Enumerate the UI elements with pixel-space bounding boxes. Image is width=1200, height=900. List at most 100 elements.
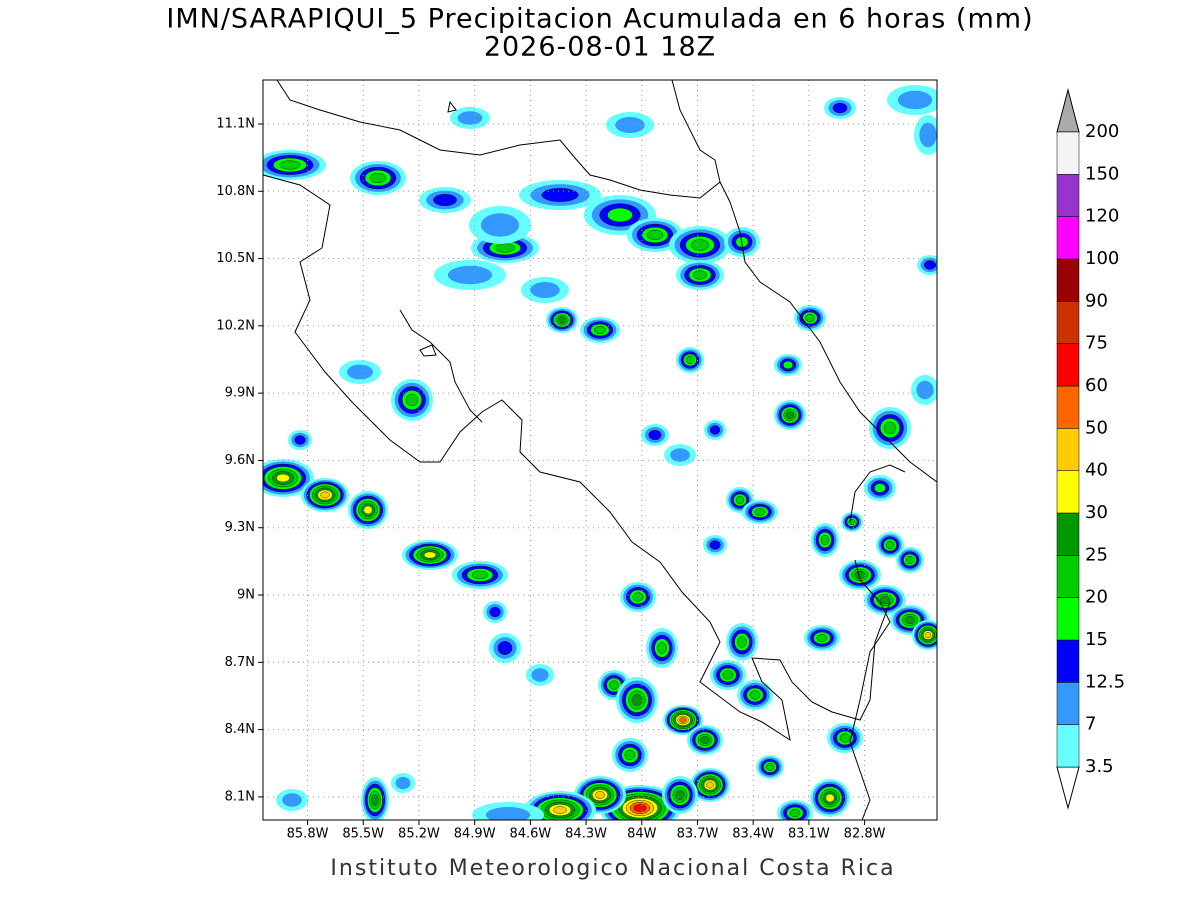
precip-area — [848, 518, 856, 526]
precip-area — [531, 668, 549, 682]
precip-area — [471, 570, 489, 580]
colorbar-label: 7 — [1085, 714, 1096, 735]
colorbar-label: 90 — [1085, 290, 1108, 311]
precip-area — [765, 763, 775, 771]
precip-area — [632, 592, 644, 602]
precip-area — [905, 556, 915, 564]
colorbar-segment — [1056, 216, 1080, 260]
border — [849, 464, 906, 820]
precip-area — [692, 270, 708, 280]
precip-area — [423, 551, 437, 559]
precip-area — [553, 806, 567, 814]
precip-area — [675, 790, 685, 800]
coastlines — [263, 80, 937, 820]
precip-area — [276, 473, 290, 483]
y-tick-label: 9.3N — [225, 520, 255, 535]
precip-area — [832, 102, 848, 114]
colorbar-segment — [1056, 470, 1080, 514]
colorbar-over — [1056, 88, 1080, 133]
colorbar-segment — [1056, 682, 1080, 725]
x-tick-label: 85.2W — [398, 827, 440, 842]
precip-area — [363, 505, 373, 515]
precip-area — [495, 243, 515, 253]
precip-area — [816, 634, 828, 642]
precip-area — [557, 316, 567, 324]
x-tick-label: 83.7W — [677, 827, 719, 842]
precip-area — [609, 680, 619, 690]
precip-area — [631, 694, 643, 706]
colorbar-segment — [1056, 301, 1080, 344]
precip-area — [897, 90, 933, 110]
precip-area — [480, 213, 520, 237]
y-tick-label: 9N — [237, 588, 255, 603]
precip-area — [279, 160, 301, 170]
y-tick-label: 10.8N — [216, 184, 255, 199]
precip-area — [530, 282, 560, 298]
colorbar-label: 75 — [1085, 333, 1108, 354]
colorbar-segment — [1056, 343, 1080, 387]
precip-area — [879, 596, 891, 604]
colorbar-label: 25 — [1085, 544, 1108, 565]
precip-area — [700, 736, 710, 744]
precip-area — [447, 265, 493, 285]
precip-area — [754, 508, 766, 516]
precip-area — [371, 794, 379, 806]
colorbar-segment — [1056, 512, 1080, 556]
precip-area — [624, 749, 636, 761]
map-frame — [262, 79, 938, 821]
precip-area — [782, 360, 794, 370]
precip-area — [785, 411, 795, 419]
x-tick-label: 84.3W — [565, 827, 607, 842]
coastline — [399, 100, 483, 423]
precip-area — [825, 793, 835, 803]
colorbar-segment — [1056, 639, 1080, 683]
colorbar-segment — [1056, 385, 1080, 429]
precip-area — [690, 239, 710, 251]
precip-area — [722, 670, 734, 680]
colorbar-label: 50 — [1085, 417, 1108, 438]
precip-area — [679, 717, 687, 723]
title: IMN/SARAPIQUI_5 Precipitacion Acumulada … — [166, 4, 1033, 35]
precip-area — [709, 540, 721, 550]
precip-area — [706, 781, 714, 789]
colorbar-label: 100 — [1085, 248, 1119, 269]
precip-area — [320, 491, 330, 499]
precip-area — [789, 809, 801, 817]
colorbar-segment — [1056, 174, 1080, 217]
precip-area — [433, 194, 457, 206]
y-tick-label: 8.4N — [225, 722, 255, 737]
precip-area — [541, 188, 579, 202]
colorbar-segment — [1056, 428, 1080, 471]
precip-field — [263, 85, 937, 820]
precip-area — [395, 776, 411, 790]
precip-area — [633, 804, 647, 812]
colorbar-label: 40 — [1085, 460, 1108, 481]
colorbar-label: 60 — [1085, 375, 1108, 396]
precip-area — [854, 571, 866, 579]
colorbar-label: 200 — [1085, 121, 1119, 142]
x-tick-label: 82.8W — [844, 827, 886, 842]
coastline — [719, 181, 937, 483]
precip-area — [916, 380, 934, 400]
y-tick-label: 11.1N — [216, 116, 255, 131]
x-tick-label: 84W — [627, 827, 657, 842]
colorbar-under — [1056, 766, 1080, 810]
colorbar: 3.5 7 12.5 15 20 25 30 40 50 60 75 90 100 120 150 200 — [1056, 88, 1125, 810]
colorbar-segment — [1056, 258, 1080, 302]
colorbar-label: 12.5 — [1085, 671, 1125, 692]
precip-area — [607, 207, 633, 223]
precip-area — [594, 326, 606, 334]
grid: 85.8W 85.5W 85.2W 84.9W 84.6W 84.3W 84W 83.7W 83… — [216, 80, 937, 842]
y-tick-label: 8.1N — [225, 789, 255, 804]
precip-area — [839, 733, 851, 743]
footer: Instituto Meteorologico Nacional Costa R… — [330, 856, 895, 881]
subtitle: 2026-08-01 18Z — [484, 32, 716, 63]
precip-area — [904, 616, 916, 624]
precip-area — [670, 448, 690, 462]
colorbar-label: 120 — [1085, 206, 1119, 227]
precip-area — [405, 393, 419, 407]
precip-area — [820, 534, 830, 546]
colorbar-label: 15 — [1085, 629, 1108, 650]
precip-area — [924, 632, 932, 638]
